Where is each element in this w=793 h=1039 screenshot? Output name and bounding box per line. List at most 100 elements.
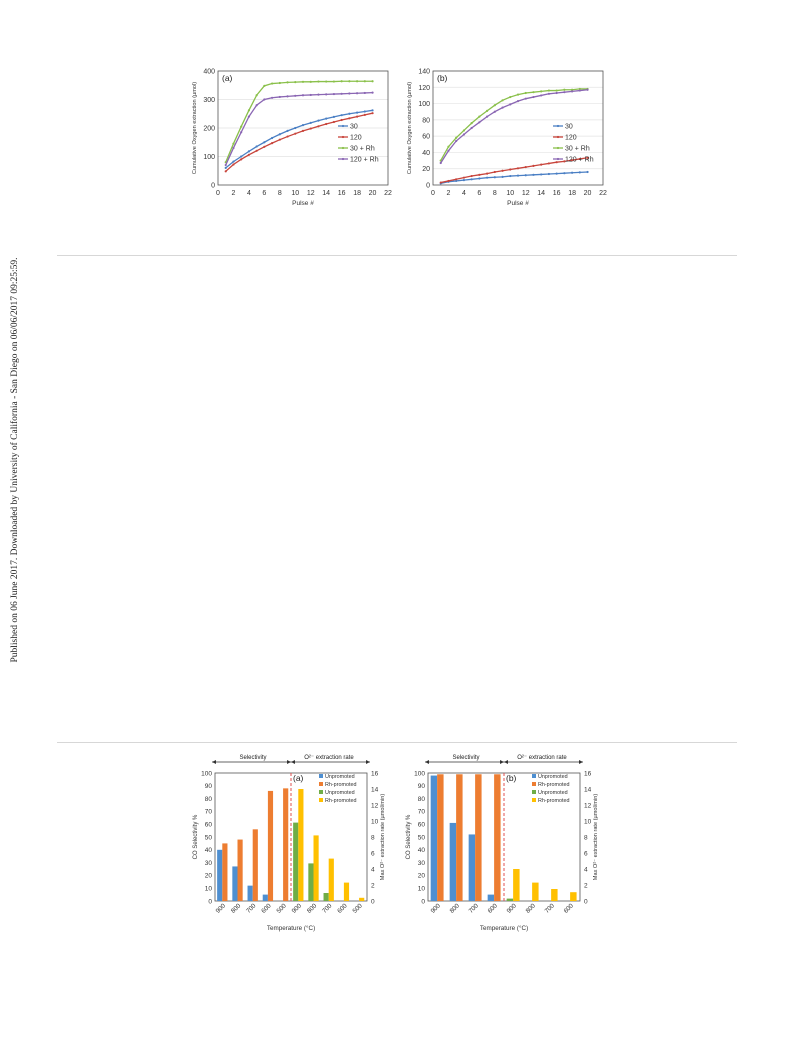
y-tick-label: 40 [422, 150, 430, 157]
header-selectivity: Selectivity [452, 755, 479, 761]
data-point [278, 133, 281, 136]
data-point [485, 176, 489, 179]
data-point [294, 81, 297, 84]
data-point [278, 138, 281, 141]
x-tick-label: 2 [447, 190, 451, 197]
data-point [332, 80, 336, 83]
data-point [439, 181, 442, 184]
panel-label: (a) [293, 773, 304, 783]
data-point [516, 100, 520, 103]
data-point [532, 164, 535, 167]
data-point [447, 179, 450, 183]
bar [217, 849, 223, 901]
x-tick-label: 12 [522, 190, 530, 197]
data-point [286, 135, 289, 138]
legend-entry: 120 + Rh [350, 157, 379, 164]
bar [487, 894, 495, 901]
y-left-tick-label: 50 [418, 834, 426, 841]
data-point [578, 89, 581, 92]
bar [262, 894, 268, 901]
legend-entry: Unpromoted [538, 790, 568, 796]
bar [293, 822, 299, 901]
data-point [363, 91, 366, 95]
y-left-tick-label: 40 [418, 847, 426, 854]
data-point [355, 111, 359, 114]
data-point [247, 115, 251, 118]
data-point [462, 129, 466, 132]
series-line-30 [225, 109, 373, 169]
data-point [578, 87, 581, 91]
x-axis-label: Temperature (°C) [480, 924, 528, 932]
data-point [439, 161, 442, 165]
bar [237, 839, 243, 901]
data-point [255, 145, 258, 148]
data-point [509, 168, 512, 171]
data-point [301, 129, 305, 132]
y-right-tick-label: 16 [584, 770, 592, 777]
data-point [478, 121, 481, 124]
data-point [524, 97, 527, 100]
bar [222, 843, 228, 901]
data-point [286, 95, 289, 98]
y-right-tick-label: 10 [584, 818, 592, 825]
legend-marker [556, 157, 560, 161]
data-point [317, 119, 320, 122]
legend-swatch [319, 774, 323, 778]
data-point [270, 96, 274, 99]
header-extraction-rate: O²⁻ extraction rate [304, 755, 354, 761]
arrow-head [287, 760, 291, 764]
y-left-tick-label: 60 [205, 822, 213, 829]
data-point [540, 173, 543, 176]
data-point [493, 176, 496, 179]
data-point [578, 171, 581, 174]
data-point [325, 122, 328, 126]
bar [449, 822, 457, 901]
data-point [363, 80, 366, 83]
data-point [563, 91, 566, 94]
data-point [540, 94, 543, 97]
legend-entry: 120 + Rh [565, 157, 594, 164]
bar [313, 835, 319, 901]
legend-swatch [319, 790, 323, 794]
y-axis-label: Cumulative Oxygen extraction (µmol) [407, 82, 413, 174]
y-left-tick-label: 90 [418, 783, 426, 790]
data-point [348, 117, 351, 120]
data-point [355, 92, 359, 95]
data-point [263, 98, 266, 101]
category-label: 700 [245, 902, 258, 915]
data-point [247, 109, 251, 112]
y-left-axis-label: CO Selectivity % [406, 814, 412, 859]
data-point [447, 145, 450, 148]
y-right-tick-label: 14 [371, 786, 379, 793]
data-point [493, 104, 496, 107]
y-right-tick-label: 2 [584, 882, 588, 889]
bar [323, 893, 329, 901]
legend-swatch [319, 782, 323, 786]
data-point [348, 112, 351, 115]
y-tick-label: 80 [422, 117, 430, 124]
bar [328, 858, 334, 901]
data-point [532, 95, 535, 99]
x-tick-label: 10 [291, 190, 299, 197]
category-label: 600 [260, 902, 273, 915]
legend-entry: Unpromoted [325, 774, 355, 780]
y-left-axis-label: CO Selectivity % [193, 814, 199, 859]
data-point [309, 127, 312, 130]
data-point [555, 161, 558, 164]
data-point [524, 165, 527, 169]
y-right-tick-label: 4 [584, 866, 588, 873]
data-point [532, 173, 535, 176]
legend-marker [341, 146, 345, 150]
y-tick-label: 140 [418, 69, 430, 76]
data-point [578, 157, 581, 161]
data-point [270, 82, 274, 85]
bar [247, 885, 253, 901]
y-left-tick-label: 100 [414, 770, 425, 777]
data-point [501, 169, 504, 172]
data-point [294, 132, 297, 135]
data-point [278, 95, 281, 99]
legend-entry: Unpromoted [325, 790, 355, 796]
data-point [340, 114, 343, 117]
y-tick-label: 300 [203, 97, 215, 104]
arrow-head [500, 760, 504, 764]
